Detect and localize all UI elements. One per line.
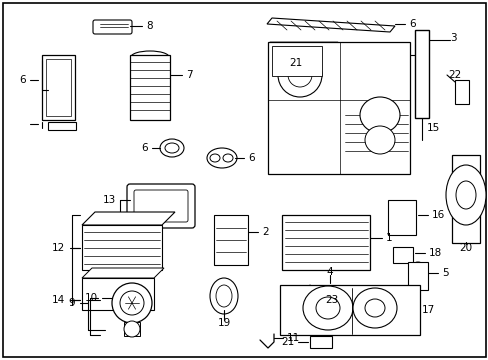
- Ellipse shape: [284, 311, 299, 325]
- Ellipse shape: [112, 283, 152, 323]
- Text: 6: 6: [141, 143, 148, 153]
- Text: 15: 15: [426, 123, 439, 133]
- Text: 22: 22: [447, 70, 461, 80]
- Polygon shape: [82, 225, 162, 270]
- Bar: [387, 200, 415, 235]
- Polygon shape: [458, 203, 472, 212]
- Polygon shape: [266, 18, 394, 32]
- Ellipse shape: [206, 148, 237, 168]
- Text: 14: 14: [52, 295, 65, 305]
- Ellipse shape: [359, 97, 399, 133]
- Ellipse shape: [216, 285, 231, 307]
- Text: 5: 5: [441, 268, 447, 278]
- Text: 21: 21: [281, 337, 294, 347]
- Ellipse shape: [278, 53, 321, 97]
- Ellipse shape: [303, 286, 352, 330]
- Polygon shape: [82, 212, 175, 225]
- Text: 6: 6: [247, 153, 254, 163]
- Ellipse shape: [445, 165, 485, 225]
- Text: 13: 13: [102, 195, 116, 205]
- Bar: [367, 295, 405, 333]
- Text: 2: 2: [262, 227, 268, 237]
- Bar: [451, 155, 479, 243]
- Bar: [414, 30, 428, 118]
- Bar: [407, 262, 427, 290]
- Bar: [130, 55, 170, 120]
- Ellipse shape: [295, 304, 311, 316]
- Bar: [42, 55, 75, 120]
- Text: 6: 6: [408, 19, 415, 29]
- Text: 17: 17: [421, 305, 434, 315]
- Text: 8: 8: [146, 21, 152, 31]
- Bar: [280, 285, 419, 335]
- Polygon shape: [82, 268, 163, 278]
- Ellipse shape: [160, 139, 183, 157]
- Ellipse shape: [209, 154, 220, 162]
- Bar: [309, 55, 331, 71]
- Ellipse shape: [364, 126, 394, 154]
- Bar: [46, 59, 71, 116]
- FancyBboxPatch shape: [127, 184, 195, 228]
- Text: 21: 21: [289, 58, 303, 68]
- Bar: [454, 80, 468, 104]
- Polygon shape: [269, 42, 337, 65]
- Polygon shape: [447, 181, 458, 193]
- Polygon shape: [472, 181, 483, 193]
- Text: 12: 12: [52, 243, 65, 253]
- Ellipse shape: [352, 288, 396, 328]
- Text: 9: 9: [68, 298, 75, 308]
- Text: 7: 7: [185, 70, 192, 80]
- Text: 19: 19: [217, 318, 230, 328]
- Text: 11: 11: [286, 333, 300, 343]
- Ellipse shape: [364, 299, 384, 317]
- Bar: [267, 42, 409, 174]
- Text: 16: 16: [431, 210, 445, 220]
- Text: 1: 1: [385, 233, 392, 243]
- Bar: [282, 215, 369, 270]
- Bar: [48, 122, 76, 130]
- Ellipse shape: [315, 297, 339, 319]
- Bar: [309, 336, 331, 348]
- Ellipse shape: [455, 181, 475, 209]
- Ellipse shape: [164, 143, 179, 153]
- Text: 23: 23: [325, 295, 338, 305]
- FancyBboxPatch shape: [93, 20, 132, 34]
- Text: 6: 6: [20, 75, 26, 85]
- Ellipse shape: [209, 278, 238, 314]
- Text: 3: 3: [449, 33, 456, 43]
- Ellipse shape: [124, 321, 140, 337]
- Bar: [214, 215, 247, 265]
- Bar: [124, 322, 140, 336]
- Ellipse shape: [120, 291, 143, 315]
- Text: 4: 4: [326, 267, 333, 277]
- Text: 10: 10: [85, 293, 98, 303]
- Text: 20: 20: [459, 243, 471, 253]
- Bar: [82, 278, 154, 310]
- Ellipse shape: [287, 63, 311, 87]
- Text: 18: 18: [428, 248, 441, 258]
- Ellipse shape: [223, 154, 232, 162]
- Bar: [271, 46, 321, 76]
- Bar: [392, 247, 412, 263]
